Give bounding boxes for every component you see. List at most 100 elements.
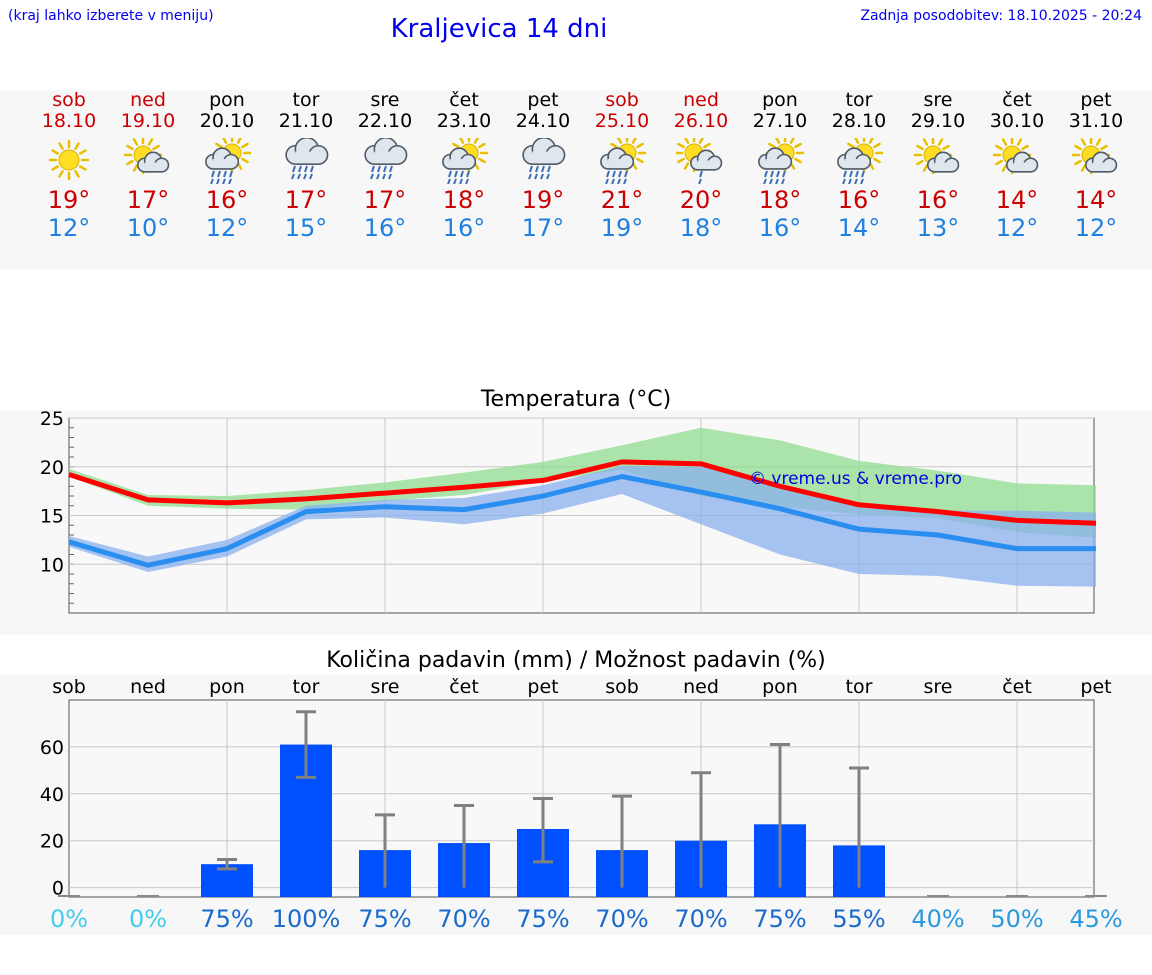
temperature-chart-title: Temperatura (°C): [480, 387, 672, 412]
watermark-text: © vreme.us & vreme.pro: [749, 469, 962, 489]
probability-label: 50%: [990, 905, 1043, 933]
min-temperature: 16°: [442, 214, 486, 242]
min-temperature: 10°: [126, 214, 170, 242]
error-bar: [533, 797, 553, 864]
day-name: sre: [923, 89, 953, 111]
last-updated: Zadnja posodobitev: 18.10.2025 - 20:24: [860, 8, 1142, 24]
cloud-rain-icon: [364, 138, 408, 180]
day-column: sob 18.10 19° 12°: [29, 90, 109, 242]
sun-cloud-icon: [1071, 138, 1118, 175]
probability-label: 55%: [832, 905, 885, 933]
day-name: sob: [605, 89, 639, 111]
day-column: ned 19.10 17° 10°: [108, 90, 188, 242]
day-name: čet: [1002, 89, 1032, 111]
min-temperature: 12°: [205, 214, 249, 242]
y-tick-label: 25: [40, 410, 64, 430]
day-column: tor 21.10 17° 15°: [266, 90, 346, 242]
day-date: 23.10: [436, 110, 492, 132]
probability-label: 75%: [516, 905, 569, 933]
error-bar: [454, 804, 474, 888]
day-name: pon: [762, 89, 798, 111]
x-category-label: tor: [846, 676, 873, 698]
error-bar: [770, 743, 790, 888]
day-date: 31.10: [1068, 110, 1124, 132]
day-column: ned 26.10 20° 18°: [661, 90, 741, 242]
probability-label: 70%: [595, 905, 648, 933]
min-temperature: 12°: [47, 214, 91, 242]
page-title: Kraljevica 14 dni: [390, 14, 608, 44]
uncertainty-band: [69, 465, 1096, 587]
y-tick-label: 60: [40, 737, 64, 759]
x-category-label: pon: [762, 676, 798, 698]
sun-rain-icon: [837, 138, 884, 184]
max-temperature: 17°: [126, 186, 170, 214]
max-temperature: 14°: [995, 186, 1039, 214]
day-name: ned: [130, 89, 166, 111]
day-name: pet: [1080, 89, 1112, 111]
y-tick-label: 20: [40, 457, 64, 479]
max-temperature: 16°: [205, 186, 249, 214]
precipitation-chart: sob ned pon tor sre čet pet sob ned pon tor sre čet p…: [40, 676, 1123, 933]
day-column: čet 30.10 14° 12°: [977, 90, 1057, 242]
sun-cloud-icon: [992, 138, 1039, 175]
max-temperature: 18°: [442, 186, 486, 214]
temperature-series-line: [68, 459, 1097, 526]
x-category-label: čet: [1002, 676, 1032, 698]
x-category-label: ned: [683, 676, 719, 698]
day-date: 21.10: [278, 110, 334, 132]
max-temperature: 16°: [837, 186, 881, 214]
x-category-label: sob: [52, 676, 86, 698]
max-temperature: 21°: [600, 186, 644, 214]
min-temperature: 18°: [679, 214, 723, 242]
probability-label: 75%: [753, 905, 806, 933]
temperature-series-line: [68, 474, 1096, 568]
day-column: pet 24.10 19° 17°: [503, 90, 583, 242]
day-name: sre: [370, 89, 400, 111]
y-tick-label: 10: [40, 554, 64, 576]
day-date: 18.10: [41, 110, 97, 132]
x-category-label: pon: [209, 676, 245, 698]
error-bar: [375, 813, 395, 888]
x-category-label: sob: [605, 676, 639, 698]
day-column: sob 25.10 21° 19°: [582, 90, 662, 242]
x-category-label: ned: [130, 676, 166, 698]
min-temperature: 12°: [1074, 214, 1118, 242]
precipitation-chart-title: Količina padavin (mm) / Možnost padavin …: [326, 648, 826, 673]
probability-label: 70%: [437, 905, 490, 933]
x-category-label: sre: [371, 676, 400, 698]
day-column: tor 28.10 16° 14°: [819, 90, 899, 242]
day-name: tor: [845, 89, 873, 111]
error-bar: [849, 766, 869, 888]
min-temperature: 13°: [916, 214, 960, 242]
sun-rain-icon: [758, 138, 805, 184]
sun-rain-icon: [600, 138, 647, 184]
max-temperature: 16°: [916, 186, 960, 214]
error-bar: [691, 771, 711, 888]
location-hint: (kraj lahko izberete v meniju): [8, 8, 214, 24]
day-column: pon 20.10 16° 12°: [187, 90, 267, 242]
min-temperature: 17°: [521, 214, 565, 242]
error-bar: [296, 710, 316, 779]
day-column: pon 27.10 18° 16°: [740, 90, 820, 242]
sun-cloud-icon: [913, 138, 960, 175]
probability-label: 45%: [1069, 905, 1122, 933]
x-category-label: pet: [1080, 676, 1111, 698]
day-date: 29.10: [910, 110, 966, 132]
probability-label: 75%: [200, 905, 253, 933]
min-temperature: 16°: [363, 214, 407, 242]
sun-rain-icon: [205, 138, 252, 184]
day-name: sob: [52, 89, 86, 111]
probability-label: 0%: [50, 905, 88, 933]
daily-forecast-strip: sob 18.10 19° 12° ned 19.10 17° 10° pon 20.10 16° 1…: [0, 90, 1152, 270]
x-category-label: sre: [924, 676, 953, 698]
error-bar: [217, 857, 237, 871]
day-name: čet: [449, 89, 479, 111]
day-column: pet 31.10 14° 12°: [1056, 90, 1136, 242]
probability-label: 0%: [129, 905, 167, 933]
probability-label: 70%: [674, 905, 727, 933]
day-date: 30.10: [989, 110, 1045, 132]
sun-cloud-rain-icon: [676, 138, 723, 184]
error-bar: [612, 794, 632, 888]
y-tick-label: 0: [52, 878, 64, 900]
min-temperature: 15°: [284, 214, 328, 242]
